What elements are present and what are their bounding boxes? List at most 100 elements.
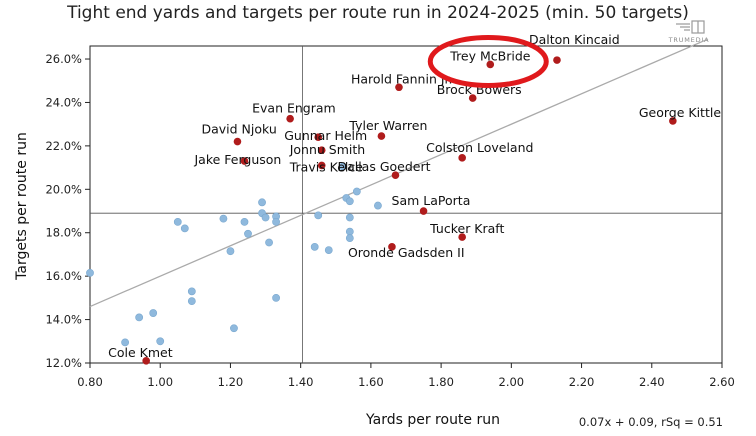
player-point-george-kittle bbox=[669, 117, 677, 125]
player-point-jonnu-smith bbox=[317, 146, 326, 155]
y-tick-label: 20.0% bbox=[45, 182, 82, 196]
other-players-points bbox=[86, 162, 382, 347]
player-point-david-njoku bbox=[233, 137, 242, 146]
other-player-point bbox=[230, 324, 238, 333]
x-tick-label: 2.60 bbox=[709, 375, 735, 389]
x-axis-label: Yards per route run bbox=[365, 412, 500, 428]
player-label-cole-kmet: Cole Kmet bbox=[108, 345, 173, 360]
player-point-sam-laporta bbox=[419, 207, 428, 215]
highlight-ellipse bbox=[427, 34, 549, 88]
chart-title: Tight end yards and targets per route ru… bbox=[66, 3, 689, 23]
annotation bbox=[427, 34, 549, 88]
y-tick-label: 18.0% bbox=[45, 226, 82, 240]
other-player-point bbox=[272, 217, 280, 226]
y-tick-label: 16.0% bbox=[45, 269, 82, 283]
x-tick-label: 1.40 bbox=[288, 375, 314, 389]
player-point-colston-loveland bbox=[458, 154, 466, 162]
player-label-oronde-gadsden-ii: Oronde Gadsden II bbox=[348, 245, 465, 260]
x-tick-label: 1.60 bbox=[358, 375, 384, 389]
player-point-evan-engram bbox=[286, 114, 294, 123]
player-point-oronde-gadsden-ii bbox=[388, 243, 396, 251]
player-label-evan-engram: Evan Engram bbox=[252, 101, 336, 116]
player-point-trey-mcbride bbox=[486, 60, 495, 69]
player-label-jake-ferguson: Jake Ferguson bbox=[193, 152, 281, 167]
other-player-point bbox=[244, 229, 252, 238]
reference-lines bbox=[90, 46, 722, 363]
player-point-dallas-goedert bbox=[391, 171, 400, 179]
regression-equation: 0.07x + 0.09, rSq = 0.51 bbox=[579, 415, 723, 429]
player-label-colston-loveland: Colston Loveland bbox=[426, 140, 533, 155]
other-player-point bbox=[324, 246, 333, 254]
other-player-point bbox=[345, 213, 354, 222]
other-player-point bbox=[338, 162, 347, 171]
other-player-point bbox=[226, 247, 235, 256]
plot-frame bbox=[89, 45, 723, 364]
other-player-point bbox=[314, 211, 323, 220]
y-axis: 12.0% 14.0% 16.0% 18.0% 20.0% 22.0% 24.0% 26.0% bbox=[45, 52, 90, 370]
other-player-point bbox=[135, 313, 144, 322]
player-label-david-njoku: David Njoku bbox=[201, 122, 276, 137]
y-tick-label: 14.0% bbox=[45, 313, 82, 327]
player-label-dalton-kincaid: Dalton Kincaid bbox=[529, 32, 620, 47]
player-label-tucker-kraft: Tucker Kraft bbox=[429, 221, 504, 236]
y-tick-label: 24.0% bbox=[45, 95, 82, 109]
player-label-harold-fannin-jr: Harold Fannin Jr. bbox=[351, 71, 453, 86]
trumedia-logo: TRUMEDIA bbox=[668, 20, 710, 44]
player-label-travis-kelce: Travis Kelce bbox=[289, 159, 364, 174]
other-player-point bbox=[187, 287, 196, 296]
other-player-point bbox=[121, 338, 130, 347]
other-player-point bbox=[345, 197, 354, 206]
other-player-point bbox=[345, 234, 354, 243]
player-label-gunnar-helm: Gunnar Helm bbox=[284, 128, 367, 143]
y-axis-label: Targets per route run bbox=[14, 132, 30, 281]
y-tick-label: 12.0% bbox=[45, 356, 82, 370]
player-label-tyler-warren: Tyler Warren bbox=[348, 118, 427, 133]
other-player-point bbox=[265, 238, 273, 247]
other-player-point bbox=[187, 297, 196, 306]
other-player-point bbox=[149, 309, 158, 317]
other-player-point bbox=[180, 224, 189, 233]
player-point-jake-ferguson bbox=[240, 157, 249, 165]
x-tick-label: 1.80 bbox=[428, 375, 454, 389]
y-tick-label: 26.0% bbox=[45, 52, 82, 66]
player-label-dallas-goedert: Dallas Goedert bbox=[337, 159, 430, 174]
highlighted-players-points bbox=[142, 56, 677, 365]
player-point-cole-kmet bbox=[142, 357, 150, 365]
other-player-point bbox=[240, 217, 249, 226]
player-point-brock-bowers bbox=[468, 94, 477, 102]
other-player-point bbox=[86, 268, 94, 277]
player-point-dalton-kincaid bbox=[553, 56, 561, 64]
other-player-point bbox=[261, 213, 270, 222]
player-label-trey-mcbride: Trey McBride bbox=[449, 48, 531, 63]
x-tick-label: 2.40 bbox=[639, 375, 665, 389]
other-player-point bbox=[310, 242, 319, 251]
player-point-gunnar-helm bbox=[314, 133, 323, 141]
other-player-point bbox=[272, 293, 280, 302]
x-tick-label: 1.00 bbox=[147, 375, 173, 389]
other-player-point bbox=[156, 337, 165, 346]
x-tick-label: 0.80 bbox=[77, 375, 103, 389]
regression-line-path bbox=[89, 38, 709, 308]
x-tick-label: 2.00 bbox=[499, 375, 525, 389]
x-axis: 0.80 1.00 1.20 1.40 1.60 1.80 2.00 2.20 2.40 2.60 bbox=[77, 363, 735, 389]
x-tick-label: 2.20 bbox=[569, 375, 595, 389]
other-player-point bbox=[374, 201, 382, 210]
player-point-tyler-warren bbox=[377, 132, 386, 140]
player-point-travis-kelce bbox=[317, 161, 326, 170]
player-point-harold-fannin-jr bbox=[395, 83, 403, 92]
other-player-point bbox=[173, 217, 182, 226]
regression-line bbox=[89, 38, 709, 308]
y-tick-label: 22.0% bbox=[45, 139, 82, 153]
other-player-point bbox=[258, 198, 266, 207]
other-player-point bbox=[219, 214, 228, 223]
player-label-george-kittle: George Kittle bbox=[639, 105, 721, 120]
player-label-jonnu-smith: Jonnu Smith bbox=[289, 142, 365, 157]
other-player-point bbox=[345, 227, 354, 236]
x-tick-label: 1.20 bbox=[218, 375, 244, 389]
other-player-point bbox=[352, 187, 361, 196]
player-point-tucker-kraft bbox=[458, 233, 466, 241]
player-label-sam-laporta: Sam LaPorta bbox=[392, 193, 471, 208]
logo-text: TRUMEDIA bbox=[668, 36, 710, 44]
